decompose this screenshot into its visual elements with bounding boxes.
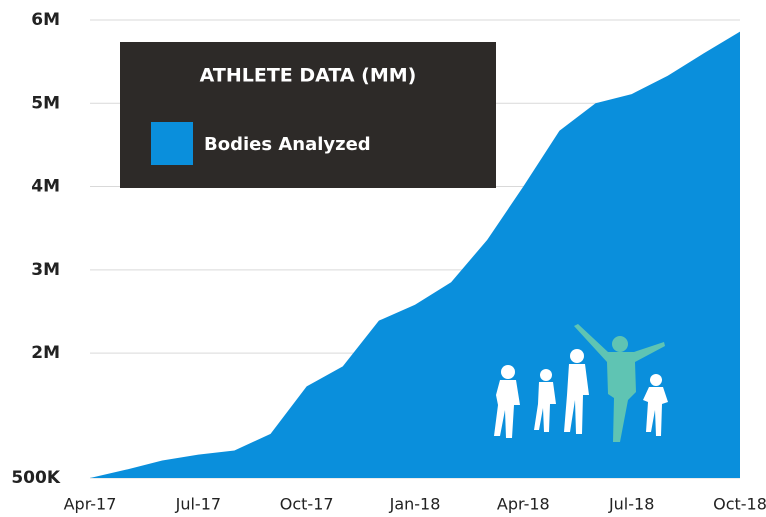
legend-label: Bodies Analyzed — [204, 134, 371, 155]
y-tick-label: 2M — [31, 343, 60, 363]
chart-title: ATHLETE DATA (MM) — [200, 65, 417, 87]
x-tick-label: Oct-17 — [280, 495, 334, 514]
y-tick-label: 6M — [31, 10, 60, 30]
legend-box: ATHLETE DATA (MM) Bodies Analyzed — [120, 42, 496, 188]
x-tick-label: Apr-18 — [497, 495, 550, 514]
x-tick-label: Apr-17 — [64, 495, 117, 514]
chart: 500K 2M 3M 4M 5M 6M Apr-17 Jul-17 Oct-17 Jan-18 Ap… — [0, 0, 766, 517]
y-tick-label: 3M — [31, 260, 60, 280]
x-tick-label: Jul-18 — [608, 495, 654, 514]
y-tick-label: 4M — [31, 177, 60, 197]
x-tick-label: Jul-17 — [175, 495, 221, 514]
x-tick-label: Jan-18 — [389, 495, 441, 514]
y-tick-label: 500K — [11, 468, 60, 488]
x-tick-label: Oct-18 — [713, 495, 766, 514]
y-tick-label: 5M — [31, 93, 60, 113]
legend-swatch — [151, 122, 193, 165]
